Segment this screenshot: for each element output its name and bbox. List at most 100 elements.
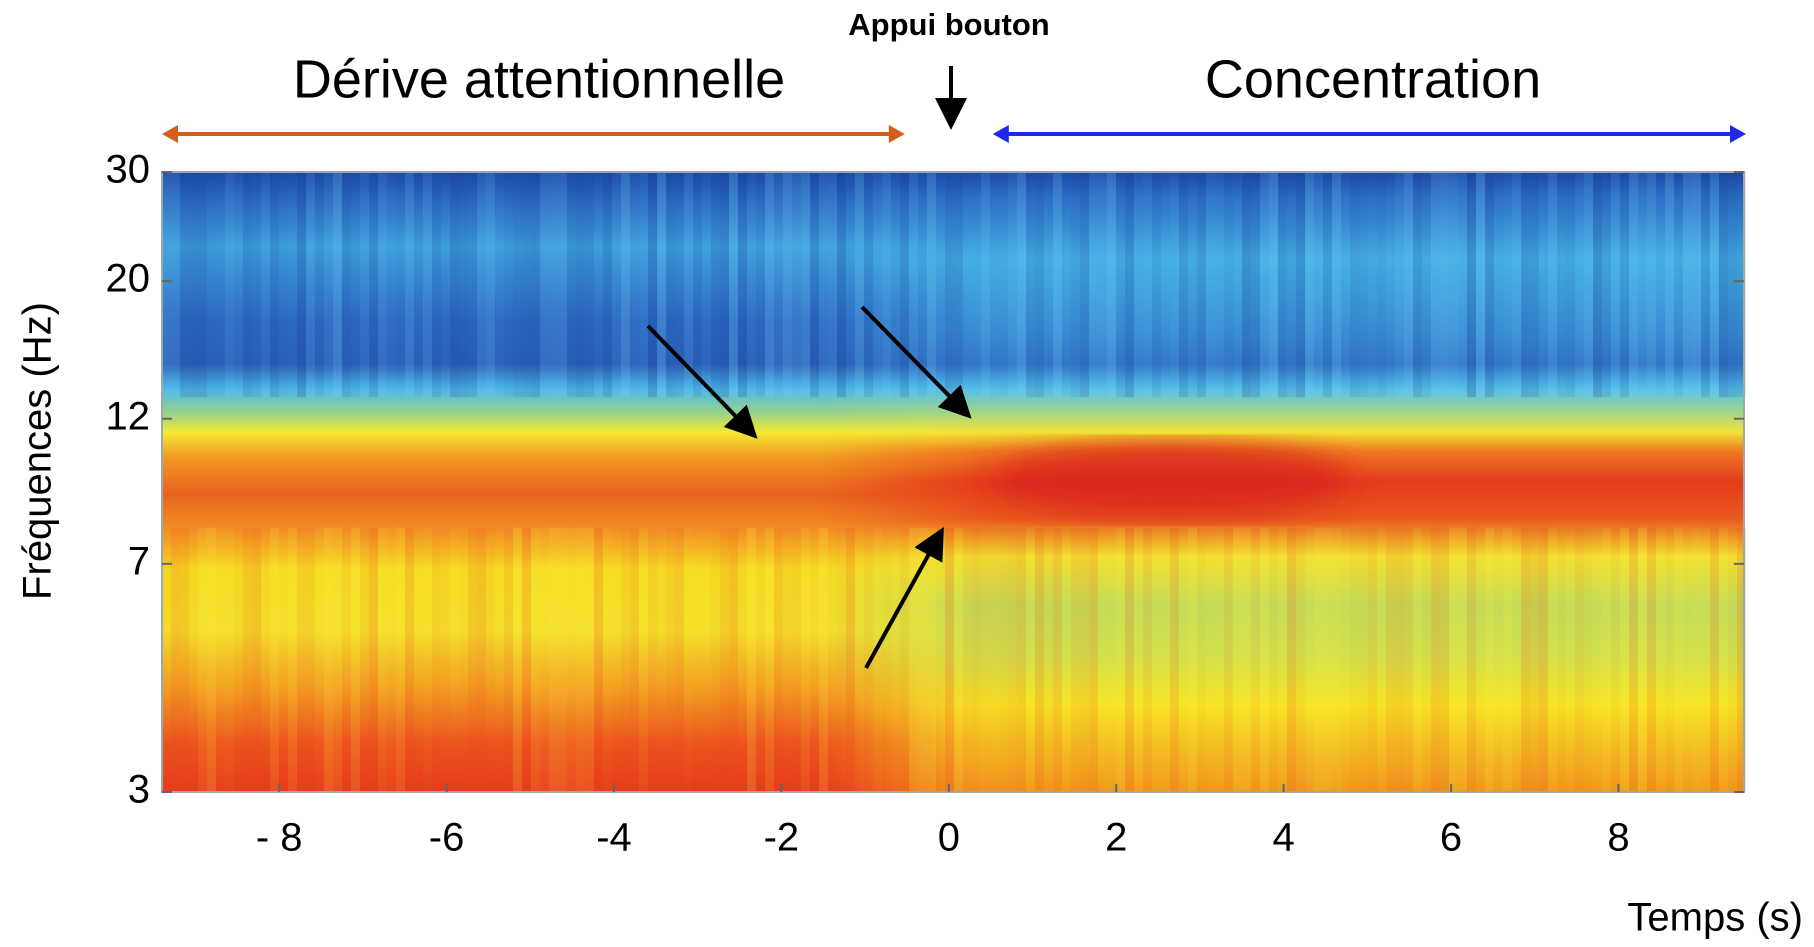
- heatmap-streak: [432, 527, 441, 792]
- heatmap-streak: [261, 172, 270, 398]
- heatmap-streak: [405, 527, 414, 792]
- heatmap-streak: [729, 172, 738, 398]
- heatmap-streak: [810, 172, 819, 398]
- heatmap-streak: [1530, 172, 1539, 398]
- heatmap-streak: [1485, 527, 1494, 792]
- heatmap-streak: [576, 172, 585, 398]
- heatmap-streak: [738, 528, 747, 792]
- heatmap-streak: [216, 528, 225, 792]
- heatmap-streak: [504, 172, 513, 398]
- heatmap-streak: [1737, 527, 1746, 792]
- heatmap-streak: [513, 527, 522, 792]
- heatmap-streak: [792, 172, 801, 398]
- heatmap-streak: [837, 527, 846, 792]
- heatmap-streak: [900, 527, 909, 792]
- heatmap-streak: [342, 527, 351, 792]
- heatmap-streak: [1575, 527, 1584, 792]
- heatmap-streak: [873, 172, 882, 398]
- heatmap-streak: [1665, 172, 1674, 398]
- heatmap-streak: [819, 527, 828, 792]
- heatmap-streak: [1251, 527, 1260, 792]
- heatmap-streak: [981, 527, 990, 792]
- heatmap-streak: [558, 172, 567, 398]
- heatmap-streak: [468, 527, 477, 792]
- heatmap-streak: [297, 172, 306, 398]
- annotations: [646, 66, 972, 669]
- heatmap-streak: [639, 172, 648, 398]
- heatmap-streak: [1710, 172, 1719, 398]
- heatmap-streak: [1638, 172, 1647, 398]
- heatmap-streak: [1332, 172, 1341, 398]
- heatmap-streak: [216, 172, 225, 397]
- heatmap-streak: [225, 172, 234, 398]
- heatmap-streak: [1395, 527, 1404, 792]
- heatmap-streak: [1188, 172, 1197, 397]
- heatmap-streak: [459, 172, 468, 398]
- annotation-arrow: [864, 526, 944, 669]
- heatmap-streak: [936, 528, 945, 792]
- heatmap-streak: [882, 172, 891, 398]
- heatmap-streak: [279, 172, 288, 397]
- heatmap-streak: [1692, 527, 1701, 792]
- heatmap-streak: [261, 527, 270, 792]
- heatmap-streak: [1584, 528, 1593, 792]
- heatmap-streak: [387, 527, 396, 792]
- heatmap-streak: [1197, 528, 1206, 792]
- heatmap-streak: [1674, 172, 1683, 397]
- heatmap-streak: [351, 527, 360, 792]
- heatmap-streak: [288, 172, 297, 397]
- heatmap-streak: [621, 172, 630, 398]
- heatmap-streak: [1062, 528, 1071, 792]
- heatmap-streak: [1521, 527, 1530, 792]
- heatmap-streak: [1566, 172, 1575, 398]
- heatmap-streak: [405, 172, 414, 398]
- x-tick-label: - 8: [256, 816, 303, 860]
- heatmap-streak: [963, 527, 972, 792]
- heatmap-streak: [783, 172, 792, 398]
- heatmap-streak: [738, 172, 747, 398]
- heatmap-streak: [1440, 527, 1449, 792]
- heatmap-streak: [648, 172, 657, 398]
- heatmap-streak: [1665, 528, 1674, 792]
- heatmap-streak: [882, 528, 891, 792]
- heatmap-streak: [567, 172, 576, 398]
- heatmap-streak: [495, 528, 504, 792]
- heatmap-streak: [612, 172, 621, 398]
- event-label: Appui bouton: [848, 7, 1049, 42]
- heatmap-streak: [855, 172, 864, 398]
- heatmap-streak: [558, 527, 567, 792]
- heatmap-streak: [810, 528, 819, 792]
- heatmap-streak: [1305, 172, 1314, 398]
- heatmap-streak: [1683, 172, 1692, 398]
- x-tick-label: 0: [938, 816, 960, 860]
- heatmap-streak: [1071, 172, 1080, 398]
- heatmap-streak: [225, 527, 234, 792]
- heatmap-streak: [1116, 172, 1125, 398]
- heatmap-streak: [1674, 527, 1683, 792]
- heatmap-streak: [1107, 527, 1116, 792]
- heatmap-streak: [594, 527, 603, 792]
- heatmap-streak: [1143, 172, 1152, 398]
- heatmap-streak: [1107, 172, 1116, 398]
- heatmap-streak: [1647, 527, 1656, 792]
- heatmap-streak: [1332, 527, 1341, 792]
- heatmap-streak: [1359, 528, 1368, 792]
- x-tick-label: 2: [1105, 816, 1127, 860]
- heatmap-streak: [306, 172, 315, 398]
- heatmap-streak: [360, 527, 369, 792]
- heatmap-streak: [1080, 172, 1089, 398]
- heatmap-streak: [1089, 527, 1098, 792]
- heatmap-streak: [243, 527, 252, 792]
- heatmap-streak: [1386, 527, 1395, 792]
- x-axis-label: Temps (s): [1627, 896, 1803, 940]
- heatmap-streak: [1224, 527, 1233, 792]
- heatmap-streak: [414, 528, 423, 792]
- heatmap-streak: [846, 172, 855, 397]
- heatmap-streak: [396, 527, 405, 792]
- heatmap-streak: [1539, 172, 1548, 397]
- heatmap-streak: [504, 527, 513, 792]
- heatmap-streak: [1359, 172, 1368, 398]
- heatmap-streak: [1593, 172, 1602, 398]
- heatmap-streak: [288, 527, 297, 792]
- heatmap-streak: [612, 528, 621, 792]
